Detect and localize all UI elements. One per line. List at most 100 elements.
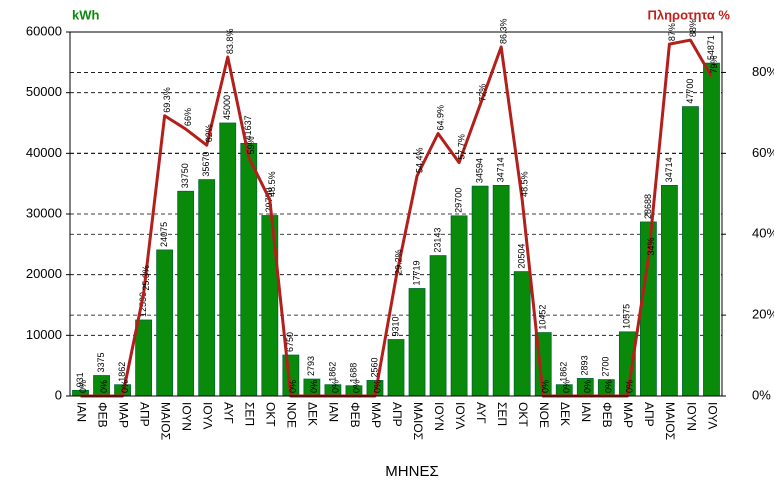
line-value-label: 48.5% (267, 171, 277, 197)
line-value-label: 0% (372, 380, 382, 393)
y-tick-label: 20000 (26, 266, 62, 281)
line-value-label: 69.3% (162, 87, 172, 113)
x-tick-label: ΝΟΕ (285, 402, 299, 428)
bar-value-label: 23143 (432, 228, 442, 253)
bar-value-label: 34594 (475, 158, 485, 183)
line-value-label: 72% (478, 84, 488, 102)
bar-value-label: 41637 (243, 115, 253, 140)
x-tick-label: ΑΥΓ (474, 402, 488, 424)
x-tick-label: ΣΕΠ (495, 402, 509, 426)
bar (408, 288, 426, 397)
line-value-label: 48.5% (520, 171, 530, 197)
bar-value-label: 6750 (285, 332, 295, 352)
y2-tick-label: 80% (752, 64, 774, 79)
line-value-label: 64.9% (435, 105, 445, 131)
line-value-label: 25.3% (141, 265, 151, 291)
line-value-label: 0% (120, 380, 130, 393)
x-tick-label: ΜΑΙΟΣ (158, 402, 172, 440)
x-tick-label: ΙΟΥΛ (201, 402, 215, 429)
x-tick-label: ΑΥΓ (222, 402, 236, 424)
bar-value-label: 35670 (201, 152, 211, 177)
bar-value-label: 931 (75, 372, 85, 387)
bar-value-label: 1862 (327, 362, 337, 382)
y2-tick-label: 20% (752, 307, 774, 322)
bar-value-label: 12530 (138, 292, 148, 317)
line-value-label: 83.8% (225, 29, 235, 55)
line-value-label: 34% (646, 237, 656, 255)
bar-value-label: 33750 (180, 163, 190, 188)
line-value-label: 0% (351, 380, 361, 393)
line-value-label: 0% (288, 380, 298, 393)
bar-value-label: 34714 (496, 157, 506, 182)
y-axis-label: kWh (72, 7, 100, 22)
x-tick-label: ΟΚΤ (264, 402, 278, 427)
x-axis-label: ΜΗΝΕΣ (385, 463, 438, 480)
line-value-label: 86.3% (499, 18, 509, 44)
bar (198, 179, 216, 397)
x-tick-label: ΜΑΙΟΣ (663, 402, 677, 440)
bar (661, 185, 678, 397)
line-value-label: 79% (709, 55, 719, 73)
line-value-label: 0% (541, 380, 551, 393)
y-tick-label: 40000 (26, 145, 62, 160)
bar (492, 185, 510, 397)
bar (156, 249, 174, 397)
x-tick-label: ΙΑΝ (579, 402, 593, 422)
x-tick-label: ΜΑΡ (621, 402, 635, 428)
bar (219, 122, 237, 397)
y-tick-label: 10000 (26, 327, 62, 342)
bar-value-label: 29700 (453, 188, 463, 213)
x-tick-label: ΙΟΥΝ (684, 402, 698, 431)
line-value-label: 62% (204, 124, 214, 142)
y-tick-label: 50000 (26, 84, 62, 99)
x-tick-label: ΦΕΒ (600, 402, 614, 428)
bar (429, 255, 447, 397)
bar (471, 185, 489, 397)
bar-value-label: 10452 (538, 305, 548, 330)
x-tick-label: ΙΟΥΛ (705, 402, 719, 429)
bar-value-label: 17719 (411, 260, 421, 285)
bar-value-label: 10575 (622, 304, 632, 329)
x-tick-label: ΙΑΝ (74, 402, 88, 422)
y-tick-label: 60000 (26, 23, 62, 38)
line-value-label: 29.2% (393, 249, 403, 275)
bar (703, 62, 720, 397)
y2-tick-label: 40% (752, 226, 774, 241)
line-value-label: 0% (78, 380, 88, 393)
bar-value-label: 45000 (222, 95, 232, 120)
bar-value-label: 20504 (517, 244, 527, 269)
bar (513, 271, 531, 397)
bar (387, 339, 405, 397)
bar-value-label: 28688 (643, 194, 653, 219)
x-tick-label: ΑΠΡ (390, 402, 404, 427)
x-tick-label: ΙΟΥΛ (453, 402, 467, 429)
x-tick-label: ΑΠΡ (137, 402, 151, 427)
x-tick-label: ΦΕΒ (348, 402, 362, 428)
line-value-label: 0% (562, 380, 572, 393)
bar-value-label: 2560 (369, 357, 379, 377)
y-tick-label: 30000 (26, 205, 62, 220)
x-tick-label: ΔΕΚ (558, 402, 572, 426)
bar (135, 319, 153, 397)
line-value-label: 0% (583, 380, 593, 393)
bar (177, 190, 195, 397)
x-tick-label: ΦΕΒ (95, 402, 109, 428)
bar-value-label: 2793 (306, 356, 316, 376)
bar-value-label: 34714 (664, 157, 674, 182)
plot-frame (69, 31, 723, 397)
line-value-label: 59% (246, 136, 256, 154)
x-tick-label: ΑΠΡ (642, 402, 656, 427)
bar-value-label: 1862 (559, 362, 569, 382)
line-value-label: 57.7% (456, 134, 466, 160)
x-tick-label: ΙΟΥΝ (180, 402, 194, 431)
x-tick-label: ΟΚΤ (516, 402, 530, 427)
x-tick-label: ΜΑΡ (116, 402, 130, 428)
x-tick-label: ΜΑΙΟΣ (411, 402, 425, 440)
bar-value-label: 47700 (685, 79, 695, 104)
bar (450, 215, 468, 397)
y2-tick-label: 0% (752, 387, 771, 402)
bar-value-label: 24075 (159, 222, 169, 247)
x-tick-label: ΜΑΡ (369, 402, 383, 428)
bar-value-label: 3375 (96, 352, 106, 372)
